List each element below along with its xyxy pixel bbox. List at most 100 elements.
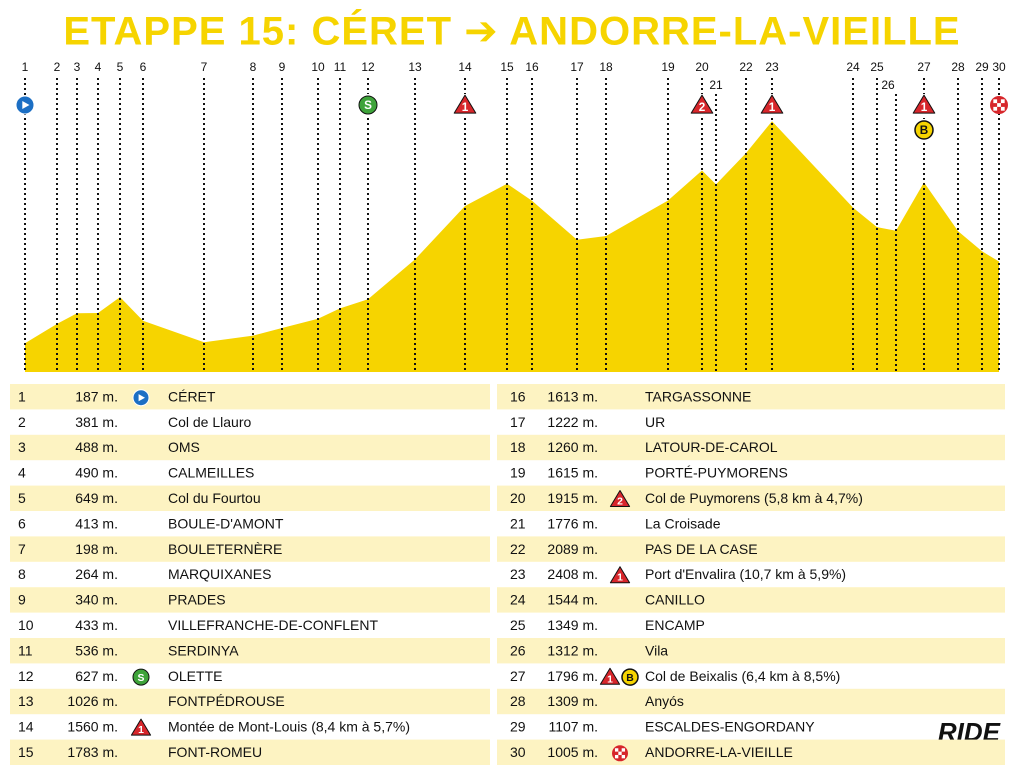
row-bg [10,688,490,715]
row-number: 12 [18,668,34,684]
place-name: ENCAMP [645,617,705,633]
altitude: 1107 m. [548,719,598,735]
icon-label: 2 [617,496,623,507]
place-name: OMS [168,439,200,455]
icon-label: S [138,673,145,684]
altitude: 1776 m. [547,515,598,531]
point-number: 6 [140,60,147,74]
point-number: 30 [992,60,1006,74]
point-number: 22 [739,60,753,74]
place-name: CALMEILLES [168,465,254,481]
altitude: 187 m. [75,388,118,404]
finish-check [993,99,998,104]
altitude: 490 m. [75,465,118,481]
row-bg [10,434,490,461]
climb-icon [609,566,631,584]
icon-label: 1 [138,725,144,736]
point-number: 23 [765,60,779,74]
row-number: 4 [18,465,26,481]
altitude: 536 m. [75,642,118,658]
row-bg [10,536,490,562]
altitude: 1312 m. [547,642,598,658]
finish-check [1000,106,1005,111]
altitude: 1783 m. [67,744,118,760]
profile-area [25,121,999,372]
place-name: Montée de Mont-Louis (8,4 km à 5,7%) [168,719,410,735]
place-name: Col de Beixalis (6,4 km à 8,5%) [645,668,840,684]
icon-bonus: B [914,120,934,140]
row-number: 8 [18,566,26,582]
point-number: 12 [361,60,375,74]
point-number: 7 [201,60,208,74]
place-name: FONT-ROMEU [168,744,262,760]
point-number: 4 [95,60,102,74]
sprint-icon [358,95,378,115]
place-name: BOULETERNÈRE [168,541,282,557]
row-number: 25 [510,617,526,633]
icon-climb: 1 [599,667,621,685]
icon-sprint: S [132,668,150,686]
row-number: 9 [18,592,26,608]
icon-climb: 1 [760,94,784,114]
icon-label: 1 [607,674,613,685]
place-name: OLETTE [168,668,222,684]
altitude: 413 m. [75,515,118,531]
row-number: 1 [18,388,26,404]
icon-start [132,389,150,407]
altitude: 1349 m. [547,617,598,633]
row-number: 14 [18,719,34,735]
point-number: 29 [975,60,989,74]
icon-label: 2 [699,101,706,114]
altitude: 649 m. [75,490,118,506]
altitude: 381 m. [75,414,118,430]
row-number: 15 [18,744,34,760]
row-number: 17 [510,414,526,430]
finish-check [614,748,619,752]
icon-sprint: S [358,95,378,115]
row-number: 27 [510,668,526,684]
bonus-icon [914,120,934,140]
row-bg [10,638,490,664]
altitude: 198 m. [75,541,118,557]
altitude: 627 m. [75,668,118,684]
row-number: 19 [510,465,526,481]
point-number: 5 [117,60,124,74]
row-number: 28 [510,693,526,709]
point-number: 9 [279,60,286,74]
row-number: 26 [510,642,526,658]
icon-label: B [626,673,634,684]
row-bg [497,688,1005,715]
row-bg [497,485,1005,511]
altitude: 1005 m. [547,744,598,760]
icon-climb: 1 [130,718,152,736]
place-name: CÉRET [168,388,216,404]
climb-icon [599,667,621,685]
icon-climb: 2 [609,490,631,507]
row-number: 30 [510,744,526,760]
row-number: 24 [510,592,526,608]
finish-check [618,751,622,755]
altitude: 2089 m. [547,541,598,557]
row-bg [497,638,1005,664]
place-name: ESCALDES-ENGORDANY [645,719,815,735]
climb-icon [912,94,936,114]
row-bg [10,384,490,410]
altitude: 340 m. [75,592,118,608]
row-number: 11 [18,642,33,658]
sprint-icon [132,668,150,686]
start-arrow [138,394,145,402]
altitude: 1560 m. [67,719,118,735]
row-number: 10 [18,617,34,633]
icon-climb: 1 [453,94,477,114]
place-name: Vila [645,642,668,658]
place-name: Anyós [645,693,684,709]
icon-label: 1 [769,101,776,114]
row-number: 29 [510,719,526,735]
row-number: 23 [510,566,526,582]
finish-check [997,103,1001,107]
finish-check [993,106,998,111]
place-name: PAS DE LA CASE [645,541,758,557]
altitude: 433 m. [75,617,118,633]
altitude: 1615 m. [547,465,598,481]
